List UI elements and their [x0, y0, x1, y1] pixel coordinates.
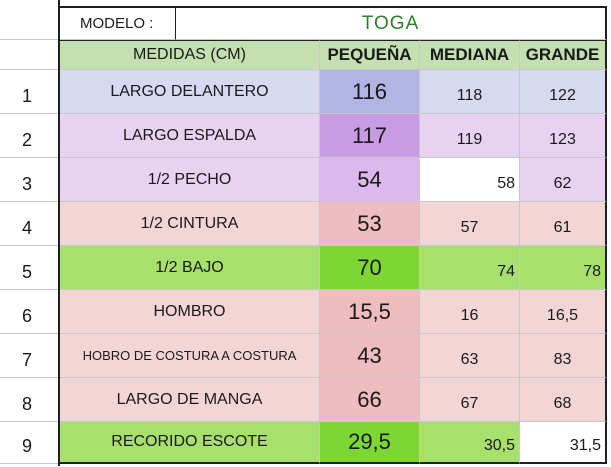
row-label: LARGO ESPALDA	[60, 114, 320, 158]
value-mediana: 30,5	[420, 422, 520, 464]
value-pequena: 15,5	[320, 290, 420, 334]
value-grande: 78	[520, 246, 607, 290]
row-label: HOMBRO	[60, 290, 320, 334]
value-pequena: 117	[320, 114, 420, 158]
row-label: LARGO DE MANGA	[60, 378, 320, 422]
row-number: 1	[0, 70, 60, 114]
row-number: 4	[0, 202, 60, 246]
modelo-value: TOGA	[176, 6, 607, 40]
row-label: 1/2 BAJO	[60, 246, 320, 290]
value-grande: 68	[520, 378, 607, 422]
value-grande: 83	[520, 334, 607, 378]
value-pequena: 29,5	[320, 422, 420, 464]
value-grande: 31,5	[520, 422, 607, 464]
row-label: 1/2 PECHO	[60, 158, 320, 202]
modelo-label: MODELO :	[60, 6, 176, 40]
value-mediana: 16	[420, 290, 520, 334]
value-grande: 62	[520, 158, 607, 202]
value-pequena: 53	[320, 202, 420, 246]
value-mediana: 118	[420, 70, 520, 114]
row-number: 5	[0, 246, 60, 290]
column-header-medidas: MEDIDAS (CM)	[60, 40, 320, 70]
row-number: 9	[0, 422, 60, 464]
value-pequena: 54	[320, 158, 420, 202]
row-number: 6	[0, 290, 60, 334]
value-mediana: 63	[420, 334, 520, 378]
corner-blank-header	[0, 40, 60, 70]
column-header-grande: GRANDE	[520, 40, 607, 70]
table-left-border	[58, 6, 60, 466]
value-mediana: 74	[420, 246, 520, 290]
row-number: 2	[0, 114, 60, 158]
value-mediana: 67	[420, 378, 520, 422]
column-header-pequena: PEQUEÑA	[320, 40, 420, 70]
value-mediana: 57	[420, 202, 520, 246]
value-mediana: 119	[420, 114, 520, 158]
row-number: 8	[0, 378, 60, 422]
value-grande: 122	[520, 70, 607, 114]
value-grande: 61	[520, 202, 607, 246]
row-number: 3	[0, 158, 60, 202]
row-label: HOBRO DE COSTURA A COSTURA	[60, 334, 320, 378]
value-mediana: 58	[420, 158, 520, 202]
corner-blank-top	[0, 0, 60, 40]
value-pequena: 116	[320, 70, 420, 114]
value-grande: 123	[520, 114, 607, 158]
value-pequena: 66	[320, 378, 420, 422]
value-pequena: 70	[320, 246, 420, 290]
value-pequena: 43	[320, 334, 420, 378]
row-label: 1/2 CINTURA	[60, 202, 320, 246]
row-number: 7	[0, 334, 60, 378]
value-grande: 16,5	[520, 290, 607, 334]
row-label: LARGO DELANTERO	[60, 70, 320, 114]
row-label: RECORIDO ESCOTE	[60, 422, 320, 464]
column-header-mediana: MEDIANA	[420, 40, 520, 70]
